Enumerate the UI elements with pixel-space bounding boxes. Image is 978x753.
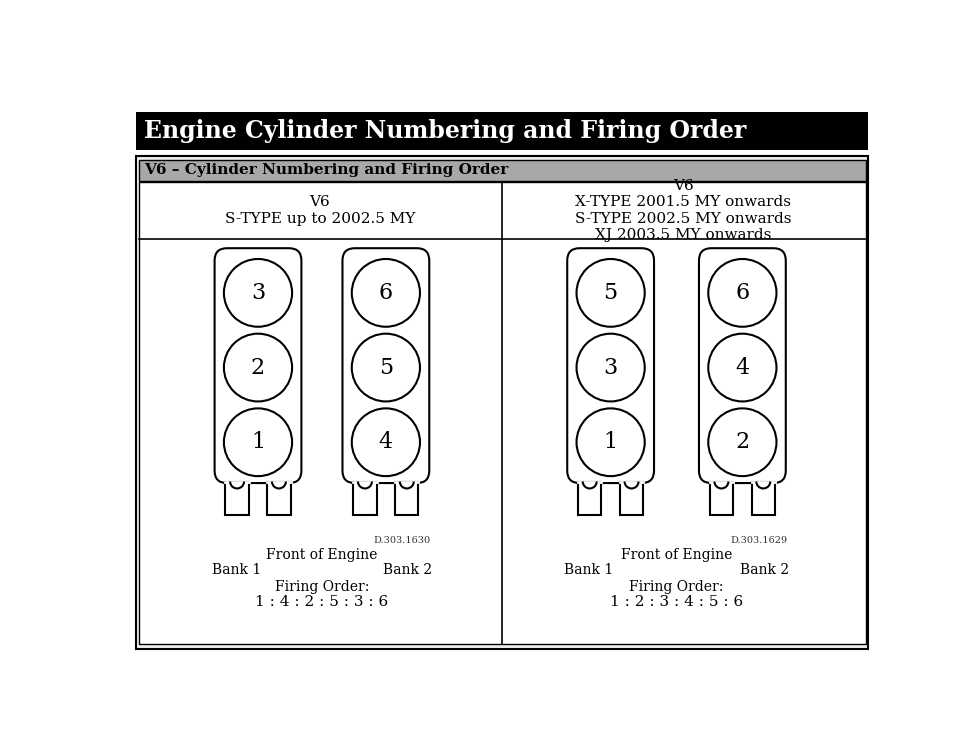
Circle shape (224, 408, 291, 476)
Bar (709, 481, 733, 515)
Text: 2: 2 (250, 357, 265, 379)
Text: 1 : 2 : 3 : 4 : 5 : 6: 1 : 2 : 3 : 4 : 5 : 6 (609, 596, 742, 609)
Text: 2: 2 (734, 431, 749, 453)
Bar (577, 481, 600, 515)
Text: Bank 1: Bank 1 (563, 563, 613, 577)
Text: 1: 1 (250, 431, 265, 453)
Text: Bank 1: Bank 1 (211, 563, 261, 577)
Circle shape (351, 408, 420, 476)
Text: Front of Engine: Front of Engine (266, 547, 378, 562)
Bar (136, 156, 867, 648)
Bar (267, 481, 290, 515)
Bar (139, 182, 865, 644)
Text: 5: 5 (378, 357, 392, 379)
Text: Engine Cylinder Numbering and Firing Order: Engine Cylinder Numbering and Firing Ord… (144, 119, 745, 143)
FancyBboxPatch shape (566, 248, 653, 483)
Text: D.303.1629: D.303.1629 (730, 535, 786, 544)
Text: V6 – Cylinder Numbering and Firing Order: V6 – Cylinder Numbering and Firing Order (144, 163, 508, 178)
Circle shape (707, 259, 776, 327)
Text: Front of Engine: Front of Engine (620, 547, 732, 562)
FancyBboxPatch shape (698, 248, 785, 483)
FancyBboxPatch shape (214, 248, 301, 483)
Circle shape (351, 259, 420, 327)
Text: 6: 6 (378, 282, 392, 304)
Bar (751, 481, 775, 515)
Circle shape (707, 334, 776, 401)
Text: 4: 4 (734, 357, 749, 379)
Text: 6: 6 (734, 282, 749, 304)
Text: 3: 3 (602, 357, 617, 379)
Bar (395, 481, 418, 515)
Circle shape (224, 259, 291, 327)
Text: Firing Order:: Firing Order: (275, 580, 369, 594)
Text: 4: 4 (378, 431, 392, 453)
Bar (619, 481, 643, 515)
Circle shape (576, 259, 645, 327)
Text: V6
S-TYPE up to 2002.5 MY: V6 S-TYPE up to 2002.5 MY (225, 195, 415, 226)
Text: 3: 3 (250, 282, 265, 304)
Text: 1: 1 (603, 431, 617, 453)
Circle shape (224, 334, 291, 401)
Text: 5: 5 (603, 282, 617, 304)
Circle shape (576, 334, 645, 401)
Bar (353, 481, 377, 515)
Circle shape (351, 334, 420, 401)
Text: Bank 2: Bank 2 (382, 563, 431, 577)
Text: V6
X-TYPE 2001.5 MY onwards
S-TYPE 2002.5 MY onwards
XJ 2003.5 MY onwards: V6 X-TYPE 2001.5 MY onwards S-TYPE 2002.… (575, 179, 791, 242)
Text: Firing Order:: Firing Order: (629, 580, 723, 594)
Text: Bank 2: Bank 2 (738, 563, 788, 577)
Bar (139, 160, 865, 181)
Bar (136, 112, 867, 151)
Bar (225, 481, 248, 515)
Circle shape (707, 408, 776, 476)
Text: 1 : 4 : 2 : 5 : 3 : 6: 1 : 4 : 2 : 5 : 3 : 6 (255, 596, 388, 609)
FancyBboxPatch shape (342, 248, 428, 483)
Text: D.303.1630: D.303.1630 (374, 535, 430, 544)
Circle shape (576, 408, 645, 476)
